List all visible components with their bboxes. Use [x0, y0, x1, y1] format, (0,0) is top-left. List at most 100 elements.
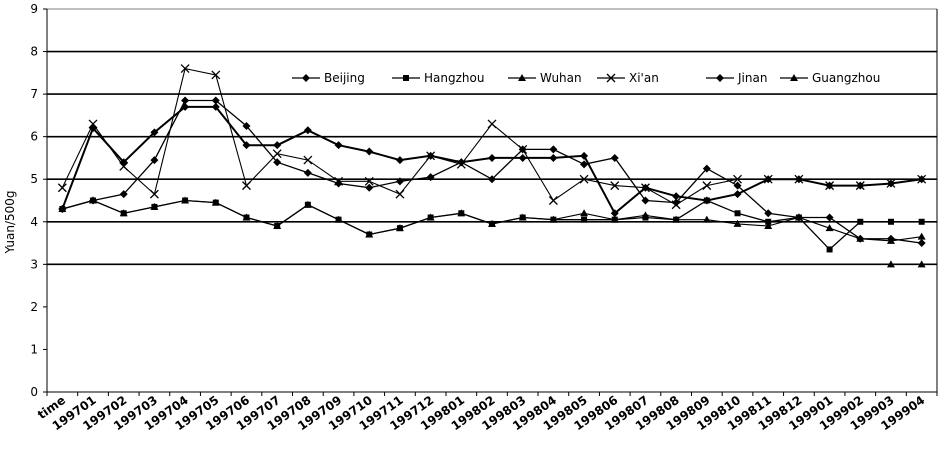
data-point-xian: [211, 70, 221, 80]
data-point-wuhan: [764, 222, 773, 230]
data-point-xian: [180, 64, 190, 74]
y-tick-label: 3: [30, 257, 38, 271]
y-tick-label: 6: [30, 130, 38, 144]
data-point-xian: [364, 176, 374, 186]
data-point-jinan: [334, 179, 343, 188]
data-point-hangzhou: [703, 197, 710, 204]
data-point-beijing: [580, 151, 589, 160]
data-point-beijing: [181, 102, 190, 111]
data-point-beijing: [733, 190, 742, 199]
data-point-xian: [579, 174, 589, 184]
data-point-xian: [149, 189, 159, 199]
data-point-jinan: [89, 196, 98, 205]
data-point-jinan: [856, 234, 865, 243]
data-point-jinan: [150, 156, 159, 165]
data-point-xian: [395, 189, 405, 199]
data-point-wuhan: [395, 224, 404, 232]
y-tick-label: 7: [30, 87, 38, 101]
data-point-beijing: [672, 192, 681, 201]
data-point-xian: [548, 196, 558, 205]
data-point-wuhan: [825, 224, 834, 232]
data-point-beijing: [549, 153, 558, 162]
y-tick-label: 2: [30, 300, 38, 314]
legend-marker-beijing: [302, 74, 310, 82]
legend: Beijing Hangzhou Wuhan Xi'an Jinan Guangzhou: [292, 71, 880, 85]
y-tick-label: 1: [30, 342, 38, 356]
data-point-beijing: [334, 141, 343, 150]
data-point-jinan: [273, 158, 282, 167]
data-point-xian: [303, 155, 313, 165]
data-point-jinan: [488, 175, 496, 184]
data-point-xian: [733, 174, 742, 184]
data-point-wuhan: [211, 198, 220, 206]
data-point-xian: [57, 183, 67, 193]
data-point-jinan: [119, 190, 128, 199]
data-point-beijing: [610, 209, 619, 218]
data-point-wuhan: [334, 215, 343, 223]
data-point-jinan: [549, 145, 558, 154]
data-point-wuhan: [702, 215, 711, 223]
data-point-wuhan: [549, 215, 558, 223]
data-point-wuhan: [426, 213, 435, 221]
data-point-xian: [426, 151, 436, 161]
data-point-wuhan: [457, 209, 466, 217]
data-point-hangzhou: [918, 218, 925, 225]
data-point-xian: [825, 181, 835, 191]
data-point-xian: [763, 174, 773, 184]
data-point-wuhan: [672, 215, 681, 223]
legend-marker-wuhan: [518, 74, 526, 81]
y-axis-label: Yuan/500g: [3, 190, 17, 254]
data-point-beijing: [488, 153, 496, 162]
data-point-jinan: [917, 239, 926, 248]
data-point-wuhan: [641, 211, 650, 219]
data-point-jinan: [242, 122, 251, 131]
data-point-jinan: [58, 205, 67, 214]
legend-label-guangzhou: Guangzhou: [812, 71, 880, 85]
data-point-xian: [119, 161, 129, 171]
data-point-xian: [917, 174, 927, 184]
data-point-guangzhou: [917, 260, 926, 268]
data-point-wuhan: [917, 232, 926, 240]
legend-marker-xian: [606, 73, 616, 83]
data-point-wuhan: [580, 209, 589, 217]
data-point-jinan: [580, 160, 589, 169]
data-point-beijing: [273, 141, 282, 150]
data-point-jinan: [426, 173, 435, 182]
legend-label-beijing: Beijing: [324, 71, 365, 85]
legend-marker-hangzhou: [403, 75, 409, 81]
y-tick-label: 8: [30, 45, 38, 59]
data-point-beijing: [365, 147, 374, 156]
data-point-beijing: [211, 102, 220, 111]
data-point-beijing: [395, 156, 404, 165]
data-point-xian: [794, 174, 804, 184]
data-point-hangzhou: [765, 218, 772, 225]
data-point-xian: [487, 119, 497, 129]
data-point-wuhan: [733, 219, 742, 227]
data-point-hangzhou: [887, 218, 894, 225]
data-point-xian: [640, 183, 650, 193]
data-point-xian: [242, 181, 251, 191]
legend-label-wuhan: Wuhan: [540, 71, 582, 85]
data-point-jinan: [672, 198, 681, 207]
data-point-beijing: [303, 126, 312, 135]
data-point-xian: [855, 181, 865, 191]
y-tick-label: 5: [30, 172, 38, 186]
data-point-wuhan: [150, 202, 159, 210]
legend-label-xian: Xi'an: [629, 71, 659, 85]
legend-label-jinan: Jinan: [737, 71, 767, 85]
data-point-jinan: [181, 96, 190, 105]
data-point-hangzhou: [857, 218, 864, 225]
data-point-guangzhou: [886, 260, 895, 268]
data-point-wuhan: [119, 209, 128, 217]
data-point-jinan: [794, 213, 803, 222]
data-point-wuhan: [181, 196, 190, 204]
data-point-jinan: [641, 196, 650, 205]
legend-label-hangzhou: Hangzhou: [424, 71, 484, 85]
data-point-wuhan: [273, 222, 282, 230]
data-point-wuhan: [610, 215, 619, 223]
data-point-beijing: [518, 153, 527, 162]
data-point-jinan: [733, 181, 742, 190]
data-point-xian: [88, 119, 98, 129]
